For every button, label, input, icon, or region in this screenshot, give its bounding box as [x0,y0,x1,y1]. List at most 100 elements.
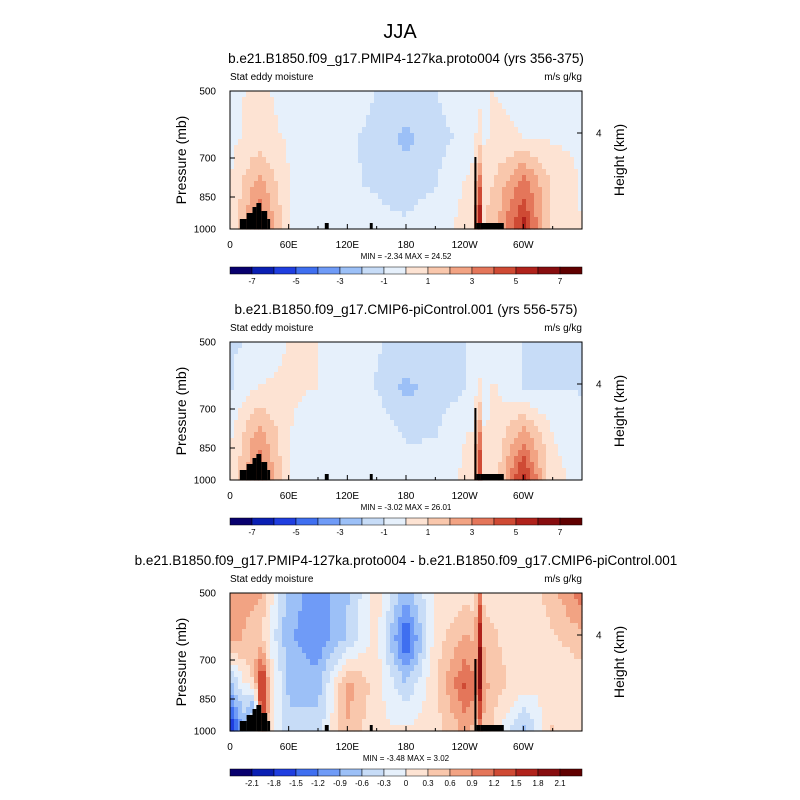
heatmap-cell [462,629,467,636]
heatmap-cell [494,151,499,158]
heatmap-cell [562,354,567,361]
heatmap-cell [454,133,459,140]
heatmap-cell [310,635,315,642]
heatmap-cell [566,474,571,481]
heatmap-cell [442,408,447,415]
heatmap-cell [394,384,399,391]
heatmap-cell [414,354,419,361]
heatmap-cell [342,133,347,140]
heatmap-cell [298,139,303,146]
heatmap-cell [414,366,419,373]
heatmap-cell [574,599,579,606]
heatmap-cell [350,360,355,367]
heatmap-cell [366,378,371,385]
heatmap-cell [526,599,531,606]
heatmap-cell [534,217,539,224]
heatmap-cell [390,629,395,636]
heatmap-cell [450,360,455,367]
heatmap-cell [330,366,335,373]
heatmap-cell [330,396,335,403]
heatmap-cell [286,151,291,158]
heatmap-cell [462,444,467,451]
heatmap-cell [470,605,475,612]
heatmap-cell [390,103,395,110]
heatmap-cell [478,396,483,403]
heatmap-cell [302,91,307,98]
heatmap-cell [262,438,267,445]
heatmap-cell [530,127,535,134]
heatmap-cell [566,366,571,373]
heatmap-cell [470,384,475,391]
heatmap-cell [442,366,447,373]
heatmap-cell [338,617,343,624]
heatmap-cell [306,641,311,648]
heatmap-cell [278,193,283,200]
colorbar-swatch [317,266,341,275]
heatmap-cell [354,450,359,457]
heatmap-cell [490,378,495,385]
heatmap-cell [554,372,559,379]
heatmap-cell [314,372,319,379]
heatmap-cell [570,127,575,134]
heatmap-cell [486,127,491,134]
heatmap-cell [298,384,303,391]
heatmap-cell [378,163,383,170]
heatmap-cell [274,432,279,439]
heatmap-cell [526,354,531,361]
heatmap-cell [426,474,431,481]
heatmap-cell [426,408,431,415]
heatmap-cell [362,611,367,618]
heatmap-cell [430,396,435,403]
heatmap-cell [346,390,351,397]
heatmap-cell [354,378,359,385]
heatmap-cell [330,408,335,415]
heatmap-cell [298,223,303,230]
heatmap-cell [250,103,255,110]
heatmap-cell [390,390,395,397]
heatmap-cell [230,163,235,170]
heatmap-cell [418,599,423,606]
heatmap-cell [314,390,319,397]
terrain-block [261,211,268,229]
heatmap-cell [514,372,519,379]
heatmap-cell [262,205,267,212]
heatmap-cell [342,348,347,355]
heatmap-cell [330,342,335,349]
heatmap-cell [466,605,471,612]
heatmap-cell [450,623,455,630]
heatmap-cell [410,641,415,648]
heatmap-cell [578,611,583,618]
heatmap-cell [434,402,439,409]
heatmap-cell [330,97,335,104]
heatmap-cell [350,617,355,624]
heatmap-cell [406,438,411,445]
heatmap-cell [546,396,551,403]
heatmap-cell [366,438,371,445]
heatmap-cell [242,187,247,194]
heatmap-cell [530,456,535,463]
heatmap-cell [338,181,343,188]
heatmap-cell [246,121,251,128]
heatmap-cell [470,360,475,367]
heatmap-cell [314,103,319,110]
heatmap-cell [322,175,327,182]
heatmap-cell [498,348,503,355]
heatmap-cell [438,390,443,397]
heatmap-cell [550,426,555,433]
heatmap-cell [338,121,343,128]
heatmap-cell [350,468,355,475]
heatmap-cell [310,139,315,146]
heatmap-cell [518,217,523,224]
heatmap-cell [478,432,483,439]
heatmap-cell [262,342,267,349]
heatmap-cell [514,420,519,427]
heatmap-cell [534,462,539,469]
heatmap-cell [510,408,515,415]
heatmap-cell [322,611,327,618]
heatmap-cell [274,635,279,642]
heatmap-cell [338,151,343,158]
heatmap-cell [406,121,411,128]
heatmap-cell [350,420,355,427]
heatmap-cell [446,109,451,116]
heatmap-cell [490,426,495,433]
